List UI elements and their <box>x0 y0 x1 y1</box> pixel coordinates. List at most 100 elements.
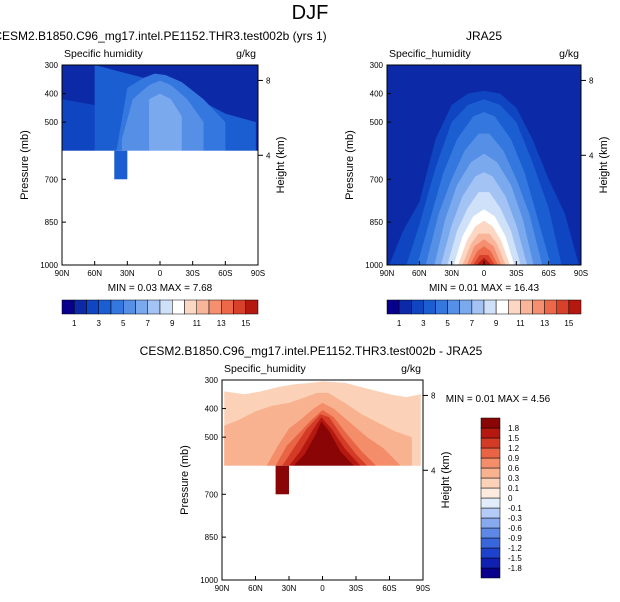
difference-colorbar-box <box>480 527 501 539</box>
model-colorbar-box <box>74 299 87 315</box>
model-colorbar-box <box>172 299 185 315</box>
model-y-tick-label: 400 <box>45 90 59 99</box>
observation-colorbar-box <box>398 299 412 315</box>
observation-x-tick-label: 90S <box>574 269 588 278</box>
observation-colorbar-box <box>544 299 557 315</box>
difference-x-tick-label: 60S <box>382 584 396 593</box>
observation-colorbar: 1 3 5 7 9 11 13 15 <box>386 299 582 328</box>
model-colorbar-box <box>184 299 197 315</box>
observation-colorbar-box <box>435 299 448 315</box>
observation-colorbar-label: 5 <box>445 319 450 328</box>
model-y-tick-label: 500 <box>45 118 59 127</box>
observation-right-tick-label: 4 <box>589 151 594 160</box>
difference-colorbar-label: -0.3 <box>508 514 522 523</box>
model-x-tick-label: 90N <box>55 269 70 278</box>
model-colorbar-box <box>208 299 222 315</box>
model-units-label: g/kg <box>236 48 256 60</box>
difference-variable-label: Specific_humidity <box>224 363 306 375</box>
model-colorbar-box <box>61 299 75 315</box>
difference-colorbar-box <box>480 457 501 469</box>
model-colorbar-box <box>221 299 234 315</box>
model-colorbar-label: 15 <box>241 319 250 328</box>
difference-colorbar-label: -0.9 <box>508 534 522 543</box>
difference-y-tick-label: 850 <box>205 533 219 542</box>
model-mask-notch <box>114 150 128 180</box>
difference-colorbar: 1.81.51.20.90.60.30.10-0.1-0.3-0.6-0.9-1… <box>480 417 522 579</box>
difference-colorbar-box <box>480 477 501 489</box>
model-colorbar-label: 3 <box>97 319 102 328</box>
model-colorbar-box <box>135 299 148 315</box>
observation-colorbar-label: 7 <box>470 319 475 328</box>
difference-colorbar-label: -1.8 <box>508 564 522 573</box>
difference-colorbar-box <box>480 437 501 449</box>
observation-colorbar-label: 13 <box>540 319 549 328</box>
difference-x-tick-label: 90N <box>215 584 230 593</box>
difference-y-tick-label: 300 <box>205 376 219 385</box>
model-colorbar-box <box>86 299 99 315</box>
observation-colorbar-box <box>471 299 485 315</box>
difference-colorbar-label: 0 <box>508 494 513 503</box>
observation-y-tick-label: 300 <box>370 61 384 70</box>
difference-x-tick-label: 0 <box>320 584 325 593</box>
model-colorbar-box <box>98 299 112 315</box>
difference-colorbar-box <box>480 427 501 439</box>
observation-colorbar-label: 1 <box>397 319 402 328</box>
observation-colorbar-box <box>459 299 473 315</box>
model-colorbar: 1 3 5 7 9 11 13 15 <box>61 299 259 328</box>
observation-right-tick-label: 8 <box>589 76 594 85</box>
model-title: CESM2.B1850.C96_mg17.intel.PE1152.THR3.t… <box>0 29 327 43</box>
difference-x-tick-label: 60N <box>248 584 263 593</box>
difference-y-tick-label: 500 <box>205 433 219 442</box>
observation-colorbar-box <box>483 299 497 315</box>
observation-colorbar-box <box>411 299 424 315</box>
observation-colorbar-box <box>508 299 521 315</box>
observation-x-tick-label: 60S <box>542 269 556 278</box>
observation-colorbar-label: 9 <box>494 319 499 328</box>
difference-colorbar-box <box>480 567 501 579</box>
difference-colorbar-box <box>480 517 501 529</box>
observation-x-tick-label: 30S <box>509 269 523 278</box>
observation-x-tick-label: 0 <box>482 269 487 278</box>
model-right-tick-label: 4 <box>266 151 271 160</box>
difference-colorbar-label: 0.3 <box>508 474 520 483</box>
observation-colorbar-box <box>495 299 509 315</box>
difference-min-max: MIN = 0.01 MAX = 4.56 <box>446 394 551 405</box>
difference-colorbar-label: 1.5 <box>508 434 520 443</box>
model-x-tick-label: 30S <box>186 269 200 278</box>
difference-units-label: g/kg <box>401 363 421 375</box>
model-y-tick-label: 1000 <box>40 261 58 270</box>
model-y-tick-label: 300 <box>45 61 59 70</box>
model-y-tick-label: 850 <box>45 218 59 227</box>
observation-colorbar-box <box>386 299 400 315</box>
difference-right-tick-label: 8 <box>431 391 436 400</box>
observation-colorbar-box <box>556 299 570 315</box>
model-y-axis-label: Pressure (mb) <box>19 130 31 200</box>
difference-right-tick-label: 4 <box>431 466 436 475</box>
difference-colorbar-box <box>480 447 501 459</box>
difference-colorbar-box <box>480 537 501 549</box>
observation-y-axis-label: Pressure (mb) <box>344 130 356 200</box>
model-y-tick-label: 700 <box>45 175 59 184</box>
observation-units-label: g/kg <box>559 48 579 60</box>
difference-colorbar-label: 0.1 <box>508 484 520 493</box>
model-x-tick-label: 30N <box>120 269 135 278</box>
model-colorbar-label: 9 <box>170 319 175 328</box>
model-right-tick-label: 8 <box>266 76 271 85</box>
difference-colorbar-label: 1.8 <box>508 424 520 433</box>
observation-x-tick-label: 60N <box>412 269 427 278</box>
model-min-max: MIN = 0.03 MAX = 7.68 <box>108 283 213 294</box>
model-x-tick-label: 60N <box>87 269 102 278</box>
model-variable-label: Specific humidity <box>64 48 144 60</box>
model-x-tick-label: 60S <box>218 269 232 278</box>
observation-colorbar-label: 15 <box>564 319 573 328</box>
observation-colorbar-box <box>532 299 545 315</box>
observation-variable-label: Specific_humidity <box>389 48 471 60</box>
model-colorbar-label: 7 <box>146 319 151 328</box>
observation-y-tick-label: 500 <box>370 118 384 127</box>
difference-y-tick-label: 700 <box>205 490 219 499</box>
observation-y-tick-label: 850 <box>370 218 384 227</box>
page-title: DJF <box>291 2 329 24</box>
observation-contours <box>389 90 579 265</box>
